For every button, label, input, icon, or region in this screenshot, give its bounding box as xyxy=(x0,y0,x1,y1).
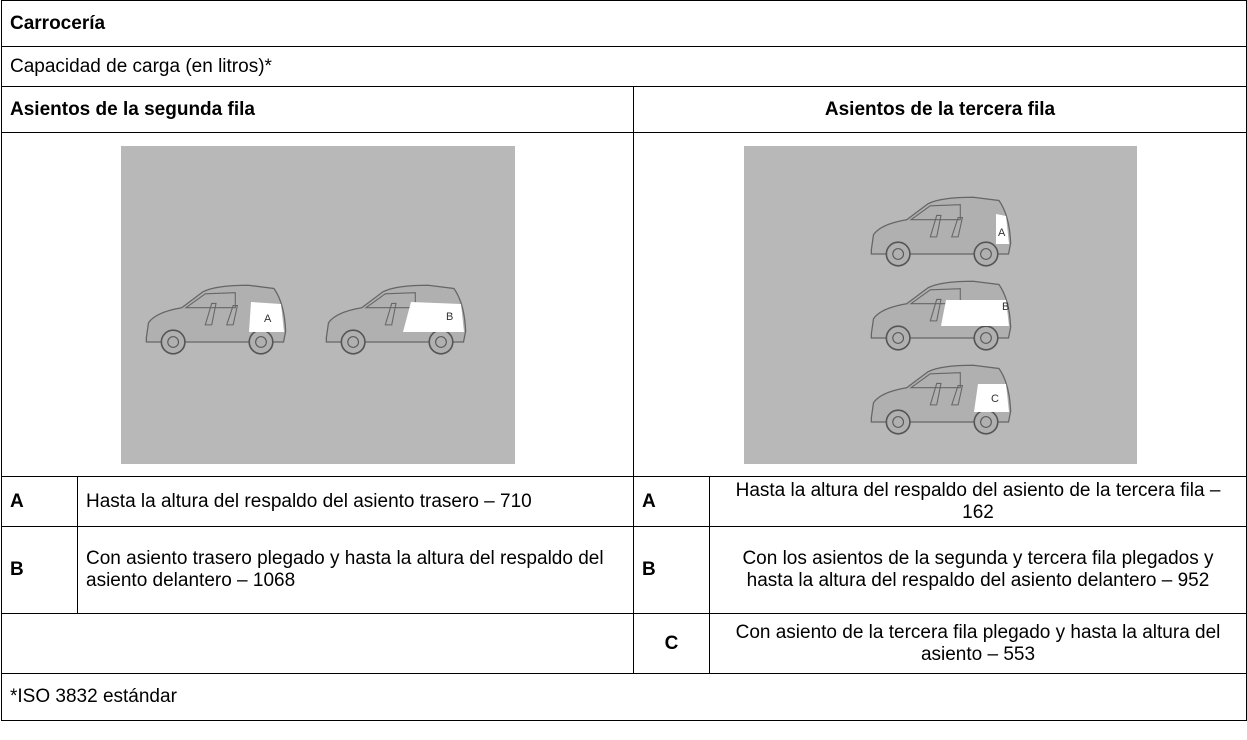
row-key: B xyxy=(1,526,78,614)
image-label: C xyxy=(991,393,999,405)
image-cell: A B C xyxy=(633,132,1247,477)
header-row: Asientos de la segunda fila Asientos de … xyxy=(1,86,1247,133)
subtitle-row: Capacidad de carga (en litros)* xyxy=(1,46,1247,87)
row-text: Con asiento trasero plegado y hasta la a… xyxy=(77,526,634,614)
row-text: Con los asientos de la segunda y tercera… xyxy=(709,526,1247,614)
illustration: A B xyxy=(120,145,515,464)
row-text: Con asiento de la tercera fila plegado y… xyxy=(709,613,1247,674)
image-label: A xyxy=(264,313,272,325)
row-key: C xyxy=(633,613,710,674)
row-key: A xyxy=(633,476,710,527)
row: B Con asiento trasero plegado y hasta la… xyxy=(1,526,1247,614)
car: C xyxy=(870,363,1011,435)
title-row: Carrocería xyxy=(1,0,1247,47)
row: C Con asiento de la tercera fila plegado… xyxy=(1,613,1247,674)
car: A xyxy=(870,195,1011,267)
car: B xyxy=(325,283,466,355)
footnote-row: *ISO 3832 estándar xyxy=(1,673,1247,721)
image-label: B xyxy=(1002,301,1009,313)
row-key: B xyxy=(633,526,710,614)
image-cell: A B xyxy=(1,132,634,477)
title: Carrocería xyxy=(1,0,1247,47)
empty-cell xyxy=(1,613,634,674)
illustration: A B C xyxy=(743,145,1137,464)
row-key: A xyxy=(1,476,78,527)
image-label: B xyxy=(446,311,453,323)
column-header: Asientos de la tercera fila xyxy=(633,86,1247,133)
row-text: Hasta la altura del respaldo del asiento… xyxy=(77,476,634,527)
column-header: Asientos de la segunda fila xyxy=(1,86,634,133)
footnote: *ISO 3832 estándar xyxy=(1,673,1247,721)
car: A xyxy=(145,283,286,355)
spec-table: Carrocería Capacidad de carga (en litros… xyxy=(1,0,1247,721)
row: A Hasta la altura del respaldo del asien… xyxy=(1,476,1247,527)
subtitle: Capacidad de carga (en litros)* xyxy=(1,46,1247,87)
row-text: Hasta la altura del respaldo del asiento… xyxy=(709,476,1247,527)
car: B xyxy=(870,279,1011,351)
image-label: A xyxy=(998,227,1006,239)
image-row: A B A B xyxy=(1,132,1247,477)
